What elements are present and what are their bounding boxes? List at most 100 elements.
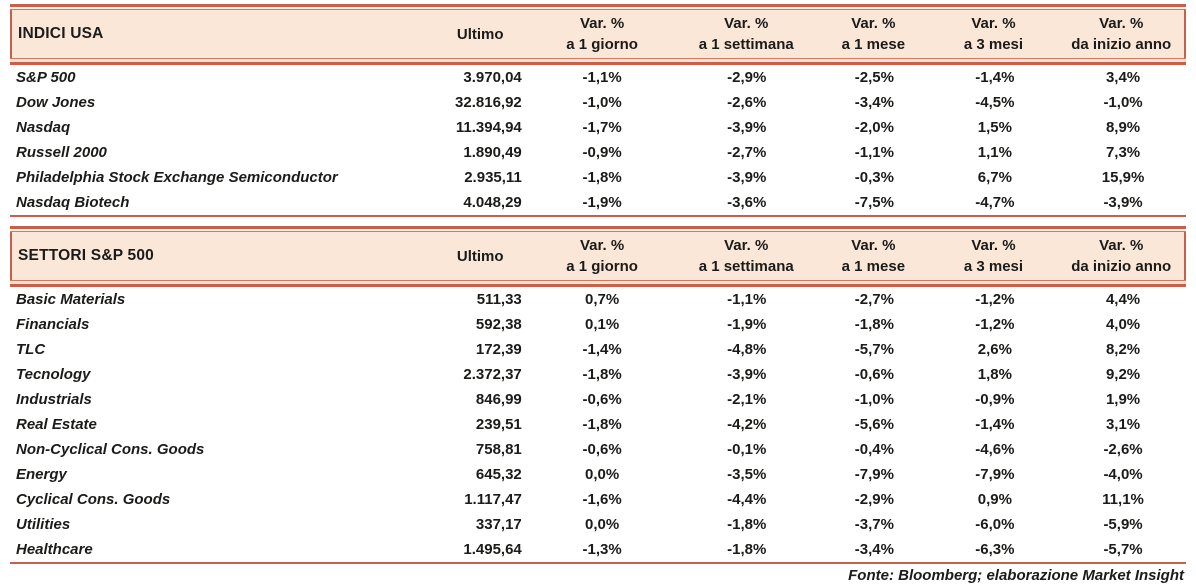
- var-value: -2,1%: [727, 391, 767, 408]
- ultimo-value: 337,17: [475, 516, 522, 533]
- source-note: Fonte: Bloomberg; elaborazione Market In…: [848, 567, 1184, 584]
- table-row: Financials 592,38 0,1% -1,9% -1,8% -1,2% 4,0%: [10, 312, 1186, 337]
- var-value: 0,1%: [585, 316, 620, 333]
- table-row: Dow Jones 32.816,92 -1,0% -2,6% -3,4% -4,5% -1…: [10, 90, 1186, 115]
- var-value: 8,9%: [1105, 119, 1141, 136]
- column-header-var-3-mesi: Var. % a 3 mesi: [963, 237, 1024, 275]
- row-label: Basic Materials: [16, 291, 126, 308]
- var-value: -4,7%: [975, 194, 1015, 211]
- column-header-var-1-settimana: Var. % a 1 settimana: [698, 15, 794, 53]
- divider: [10, 215, 1186, 217]
- var-value: -1,8%: [854, 316, 894, 333]
- row-label: Real Estate: [16, 416, 97, 433]
- column-header-ultimo: Ultimo: [456, 247, 504, 265]
- var-value: -4,0%: [1103, 466, 1143, 483]
- table-row: Healthcare 1.495,64 -1,3% -1,8% -3,4% -6,3% -5…: [10, 537, 1186, 562]
- ultimo-value: 172,39: [475, 341, 522, 358]
- row-label: Non-Cyclical Cons. Goods: [16, 441, 205, 458]
- var-value: -0,6%: [582, 441, 622, 458]
- divider: [10, 7, 1186, 9]
- row-label: Utilities: [16, 516, 71, 533]
- divider: [10, 59, 1186, 62]
- ultimo-value: 1.117,47: [464, 491, 522, 508]
- var-value: 9,2%: [1105, 366, 1141, 383]
- var-value: -3,9%: [727, 119, 767, 136]
- var-value: -1,1%: [854, 144, 894, 161]
- var-value: -1,6%: [582, 491, 622, 508]
- var-value: -1,2%: [975, 291, 1015, 308]
- usa-indices-table: INDICI USA Ultimo Var. % a 1 giorno Var.…: [10, 4, 1186, 217]
- var-value: 8,2%: [1105, 341, 1141, 358]
- var-value: -6,0%: [975, 516, 1015, 533]
- table-row: S&P 500 3.970,04 -1,1% -2,9% -2,5% -1,4% 3,4%: [10, 65, 1186, 90]
- divider: [10, 562, 1186, 564]
- divider: [10, 229, 1186, 231]
- var-value: -5,6%: [854, 416, 894, 433]
- var-value: -3,4%: [854, 541, 894, 558]
- divider: [10, 4, 1186, 7]
- var-value: 6,7%: [977, 169, 1012, 186]
- var-value: 1,5%: [977, 119, 1012, 136]
- divider: [10, 226, 1186, 229]
- var-value: -4,6%: [975, 441, 1015, 458]
- var-value: -5,7%: [854, 341, 894, 358]
- table-row: Non-Cyclical Cons. Goods 758,81 -0,6% -0,1%…: [10, 437, 1186, 462]
- var-value: -1,2%: [975, 316, 1015, 333]
- table-row: Real Estate 239,51 -1,8% -4,2% -5,6% -1,4% 3,1…: [10, 412, 1186, 437]
- var-value: 1,9%: [1105, 391, 1141, 408]
- var-value: -3,4%: [854, 94, 894, 111]
- var-value: 0,7%: [585, 291, 620, 308]
- spacer: [10, 217, 1186, 226]
- var-value: -0,3%: [854, 169, 894, 186]
- row-label: Cyclical Cons. Goods: [16, 491, 171, 508]
- table-row: Utilities 337,17 0,0% -1,8% -3,7% -6,0% -5,9%: [10, 512, 1186, 537]
- var-value: -3,9%: [727, 169, 767, 186]
- table-row: TLC 172,39 -1,4% -4,8% -5,7% 2,6% 8,2%: [10, 337, 1186, 362]
- var-value: -3,9%: [1103, 194, 1143, 211]
- var-value: -2,6%: [727, 94, 767, 111]
- var-value: -3,9%: [727, 366, 767, 383]
- sp500-sectors-table: SETTORI S&P 500 Ultimo Var. % a 1 giorno…: [10, 226, 1186, 564]
- divider: [10, 281, 1186, 284]
- ultimo-value: 3.970,04: [463, 69, 522, 86]
- var-value: -1,0%: [854, 391, 894, 408]
- var-value: -1,8%: [582, 169, 622, 186]
- ultimo-value: 645,32: [475, 466, 522, 483]
- table-title: INDICI USA: [18, 25, 104, 42]
- row-label: Nasdaq Biotech: [16, 194, 130, 211]
- var-value: -2,6%: [1103, 441, 1143, 458]
- var-value: 7,3%: [1105, 144, 1141, 161]
- table-header-band: INDICI USA Ultimo Var. % a 1 giorno Var.…: [10, 10, 1186, 58]
- var-value: -5,9%: [1103, 516, 1143, 533]
- var-value: -4,8%: [727, 341, 767, 358]
- table-row: Industrials 846,99 -0,6% -2,1% -1,0% -0,9% 1,9…: [10, 387, 1186, 412]
- var-value: -2,9%: [727, 69, 767, 86]
- row-label: Nasdaq: [16, 119, 71, 136]
- table-row: Energy 645,32 0,0% -3,5% -7,9% -7,9% -4,0%: [10, 462, 1186, 487]
- column-header-var-1-giorno: Var. % a 1 giorno: [566, 15, 638, 53]
- var-value: -3,6%: [727, 194, 767, 211]
- var-value: -4,2%: [727, 416, 767, 433]
- var-value: -4,5%: [975, 94, 1015, 111]
- ultimo-value: 592,38: [475, 316, 522, 333]
- var-value: 0,0%: [585, 466, 620, 483]
- var-value: -7,5%: [854, 194, 894, 211]
- var-value: -0,6%: [582, 391, 622, 408]
- var-value: -1,8%: [727, 516, 767, 533]
- ultimo-value: 1.495,64: [463, 541, 522, 558]
- var-value: -1,8%: [582, 366, 622, 383]
- var-value: -2,5%: [854, 69, 894, 86]
- var-value: -1,3%: [582, 541, 622, 558]
- column-header-var-1-mese: Var. % a 1 mese: [841, 237, 906, 275]
- ultimo-value: 846,99: [475, 391, 522, 408]
- var-value: 3,1%: [1105, 416, 1141, 433]
- var-value: -1,0%: [582, 94, 622, 111]
- column-header-ultimo: Ultimo: [456, 25, 504, 43]
- var-value: -1,4%: [975, 69, 1015, 86]
- divider: [10, 284, 1186, 287]
- var-value: -1,1%: [582, 69, 622, 86]
- var-value: -4,4%: [727, 491, 767, 508]
- ultimo-value: 4.048,29: [463, 194, 522, 211]
- var-value: 2,6%: [977, 341, 1012, 358]
- table-header-band: SETTORI S&P 500 Ultimo Var. % a 1 giorno…: [10, 232, 1186, 280]
